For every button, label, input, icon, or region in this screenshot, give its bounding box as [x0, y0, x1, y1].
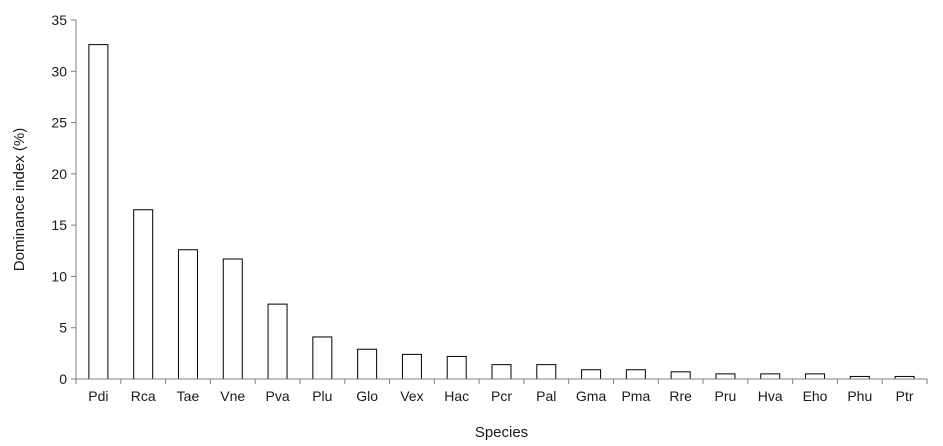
bar-pal	[536, 364, 557, 380]
x-tick-label-rca: Rca	[131, 388, 156, 404]
bar-plu	[312, 336, 333, 380]
bar-glo	[357, 348, 378, 380]
x-tick-label-eho: Eho	[803, 388, 828, 404]
x-tick-label-phu: Phu	[847, 388, 872, 404]
bar-pma	[625, 369, 646, 380]
x-tick-label-vex: Vex	[400, 388, 423, 404]
x-axis-title: Species	[475, 424, 528, 441]
x-tick-label-vne: Vne	[220, 388, 245, 404]
x-tick-label-pcr: Pcr	[491, 388, 512, 404]
x-tick-label-hac: Hac	[444, 388, 469, 404]
bar-hac	[446, 355, 467, 380]
bars-group	[88, 44, 915, 380]
x-tick-label-plu: Plu	[312, 388, 332, 404]
y-axis-title: Dominance index (%)	[11, 128, 28, 271]
y-tick-label: 15	[51, 217, 67, 233]
y-tick-label: 35	[51, 12, 67, 28]
bar-rre	[670, 371, 691, 380]
x-tick-label-ptr: Ptr	[896, 388, 914, 404]
bar-vex	[401, 353, 422, 380]
bar-hva	[760, 373, 781, 380]
bar-pva	[267, 303, 288, 380]
ticks-group: 0 5 10 15 20 25 30 35 Pdi Rca Tae Vne Pva Plu Glo Vex Ha…	[51, 12, 928, 404]
axes-group	[75, 20, 927, 380]
x-tick-label-pal: Pal	[536, 388, 556, 404]
bar-gma	[581, 369, 602, 380]
x-tick-label-hva: Hva	[758, 388, 783, 404]
bar-pru	[715, 373, 736, 380]
y-tick-label: 5	[59, 320, 67, 336]
x-tick-label-pdi: Pdi	[88, 388, 108, 404]
x-tick-label-pva: Pva	[265, 388, 289, 404]
x-tick-label-tae: Tae	[177, 388, 200, 404]
x-tick-label-pru: Pru	[715, 388, 737, 404]
bar-eho	[805, 373, 826, 380]
y-tick-label: 10	[51, 268, 67, 284]
bar-vne	[222, 258, 243, 380]
y-tick-label: 20	[51, 166, 67, 182]
bar-tae	[177, 249, 198, 380]
y-tick-label: 30	[51, 63, 67, 79]
x-tick-label-pma: Pma	[621, 388, 650, 404]
x-tick-label-glo: Glo	[356, 388, 378, 404]
bar-pcr	[491, 364, 512, 380]
bar-pdi	[88, 44, 109, 380]
x-tick-label-rre: Rre	[669, 388, 692, 404]
x-tick-label-gma: Gma	[576, 388, 607, 404]
bar-rca	[133, 209, 154, 380]
y-tick-label: 0	[59, 371, 67, 387]
y-tick-label: 25	[51, 115, 67, 131]
